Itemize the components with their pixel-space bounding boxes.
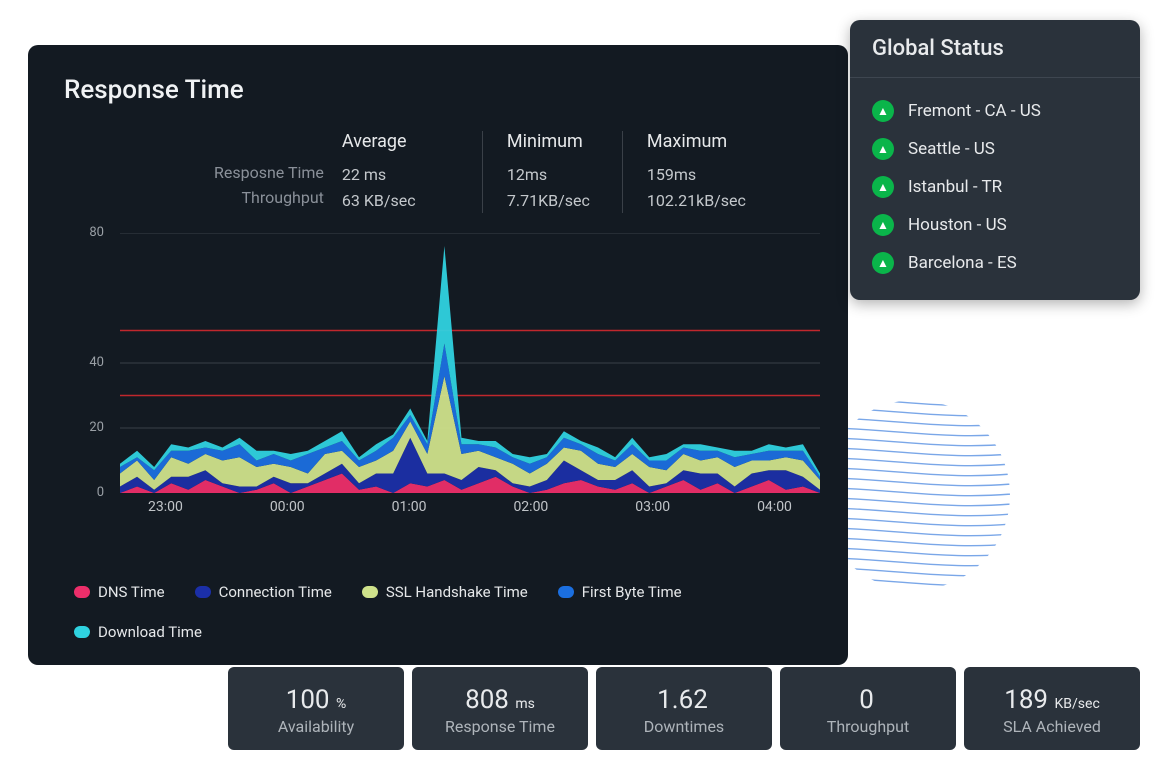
global-status-item[interactable]: ▲ Istanbul - TR xyxy=(872,168,1118,206)
global-loc-label: Istanbul - TR xyxy=(908,177,1002,197)
kpi-card: 808 ms Response Time xyxy=(412,667,588,750)
x-tick: 03:00 xyxy=(635,499,670,515)
summary-tp: 7.71KB/sec xyxy=(507,188,598,214)
legend-label: DNS Time xyxy=(98,583,165,601)
summary-head: Average xyxy=(342,131,458,152)
response-time-card: Response Time Resposne Time Throughput A… xyxy=(28,45,848,665)
series-area xyxy=(120,246,820,477)
summary-col: Minimum 12ms 7.71KB/sec xyxy=(482,131,622,213)
legend-swatch xyxy=(74,586,90,598)
summary-row: Resposne Time Throughput Average 22 ms 6… xyxy=(214,131,812,213)
summary-col: Maximum 159ms 102.21kB/sec xyxy=(622,131,770,213)
global-loc-label: Fremont - CA - US xyxy=(908,101,1041,121)
legend-item[interactable]: Download Time xyxy=(74,623,202,641)
global-status-item[interactable]: ▲ Houston - US xyxy=(872,206,1118,244)
kpi-value: 100 % xyxy=(238,685,394,715)
kpi-value: 808 ms xyxy=(422,685,578,715)
y-tick: 80 xyxy=(89,225,104,240)
global-status-title: Global Status xyxy=(850,20,1140,78)
y-axis-labels: 8040200 xyxy=(64,233,114,493)
kpi-unit: KB/sec xyxy=(1051,696,1100,712)
legend-label: SSL Handshake Time xyxy=(386,583,528,601)
chart-legend: DNS Time Connection Time SSL Handshake Tim… xyxy=(64,583,812,641)
y-tick: 20 xyxy=(89,420,104,435)
legend-swatch xyxy=(362,586,378,598)
response-chart: 8040200 23:0000:0001:0002:0003:0004:00 xyxy=(64,233,812,533)
y-tick: 0 xyxy=(97,485,104,500)
card-title: Response Time xyxy=(64,75,812,105)
summary-head: Minimum xyxy=(507,131,598,152)
kpi-unit: % xyxy=(333,696,347,712)
x-tick: 04:00 xyxy=(757,499,792,515)
legend-item[interactable]: SSL Handshake Time xyxy=(362,583,528,601)
up-arrow-icon: ▲ xyxy=(872,100,894,122)
legend-label: First Byte Time xyxy=(582,583,682,601)
kpi-card: 0 Throughput xyxy=(780,667,956,750)
global-loc-label: Barcelona - ES xyxy=(908,253,1017,273)
summary-rt: 12ms xyxy=(507,162,598,188)
global-status-item[interactable]: ▲ Fremont - CA - US xyxy=(872,92,1118,130)
kpi-unit: ms xyxy=(512,696,535,712)
row-label-tp: Throughput xyxy=(214,188,324,207)
kpi-value: 1.62 xyxy=(606,685,762,715)
kpi-card: 1.62 Downtimes xyxy=(596,667,772,750)
summary-rt: 159ms xyxy=(647,162,746,188)
x-tick: 01:00 xyxy=(392,499,427,515)
summary-head: Maximum xyxy=(647,131,746,152)
x-axis-labels: 23:00 00:00 01:00 02:00 03:00 04:00 xyxy=(120,499,820,515)
chart-svg xyxy=(120,233,820,493)
kpi-label: Response Time xyxy=(422,717,578,736)
legend-swatch xyxy=(195,586,211,598)
up-arrow-icon: ▲ xyxy=(872,252,894,274)
kpi-row: 100 % Availability808 ms Response Time1.… xyxy=(228,667,1140,750)
legend-item[interactable]: First Byte Time xyxy=(558,583,682,601)
summary-col: Average 22 ms 63 KB/sec xyxy=(342,131,482,213)
kpi-label: Throughput xyxy=(790,717,946,736)
global-status-item[interactable]: ▲ Barcelona - ES xyxy=(872,244,1118,282)
legend-item[interactable]: Connection Time xyxy=(195,583,332,601)
summary-row-labels: Resposne Time Throughput xyxy=(214,131,342,207)
kpi-label: Availability xyxy=(238,717,394,736)
decor-lines xyxy=(820,400,1010,590)
kpi-value: 0 xyxy=(790,685,946,715)
global-status-card: Global Status ▲ Fremont - CA - US ▲ Seattle… xyxy=(850,20,1140,300)
global-status-item[interactable]: ▲ Seattle - US xyxy=(872,130,1118,168)
summary-rt: 22 ms xyxy=(342,162,458,188)
global-loc-label: Seattle - US xyxy=(908,139,995,159)
legend-swatch xyxy=(74,626,90,638)
summary-tp: 102.21kB/sec xyxy=(647,188,746,214)
global-status-list: ▲ Fremont - CA - US ▲ Seattle - US ▲ Istanbul… xyxy=(850,78,1140,300)
legend-label: Download Time xyxy=(98,623,202,641)
kpi-card: 189 KB/sec SLA Achieved xyxy=(964,667,1140,750)
up-arrow-icon: ▲ xyxy=(872,138,894,160)
up-arrow-icon: ▲ xyxy=(872,214,894,236)
row-label-rt: Resposne Time xyxy=(214,163,324,182)
y-tick: 40 xyxy=(89,355,104,370)
kpi-label: Downtimes xyxy=(606,717,762,736)
up-arrow-icon: ▲ xyxy=(872,176,894,198)
summary-tp: 63 KB/sec xyxy=(342,188,458,214)
x-tick: 23:00 xyxy=(148,499,183,515)
global-loc-label: Houston - US xyxy=(908,215,1007,235)
kpi-label: SLA Achieved xyxy=(974,717,1130,736)
x-tick: 02:00 xyxy=(513,499,548,515)
legend-swatch xyxy=(558,586,574,598)
legend-label: Connection Time xyxy=(219,583,332,601)
series-area xyxy=(120,376,820,490)
x-tick: 00:00 xyxy=(270,499,305,515)
legend-item[interactable]: DNS Time xyxy=(74,583,165,601)
kpi-value: 189 KB/sec xyxy=(974,685,1130,715)
kpi-card: 100 % Availability xyxy=(228,667,404,750)
